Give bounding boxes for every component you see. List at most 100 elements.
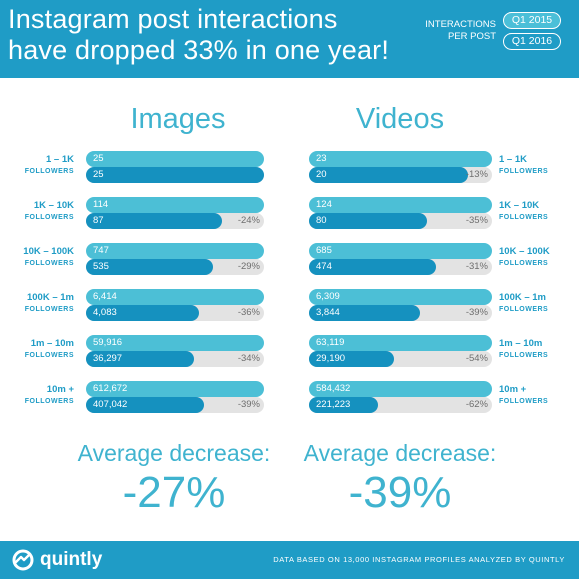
title-line-1: Instagram post interactions [8, 4, 338, 34]
videos-group-sub-0: FOLLOWERS [499, 168, 549, 175]
videos-value-q1-2016-2: 474 [316, 261, 332, 272]
images-group-label-1: 1K – 10K [33, 200, 74, 211]
images-group-label-2: 10K – 100K [23, 246, 74, 257]
images-change-4: -34% [237, 353, 260, 364]
images-bar-q1-2015-2 [86, 243, 264, 259]
images-group-sub-5: FOLLOWERS [24, 398, 74, 405]
images-bar-q1-2016-4 [86, 351, 194, 367]
page-title: Instagram post interactions have dropped… [8, 4, 389, 66]
legend-caption-line-2: PER POST [447, 31, 496, 42]
videos-change-4: -54% [465, 353, 488, 364]
videos-change-2: -31% [465, 261, 488, 272]
videos-group-sub-4: FOLLOWERS [499, 352, 549, 359]
quintly-logo-icon [12, 549, 34, 571]
images-bar-q1-2016-2 [86, 259, 213, 275]
videos-value-q1-2015-3: 6,309 [316, 291, 340, 302]
videos-value-q1-2015-5: 584,432 [316, 383, 351, 394]
images-group-sub-4: FOLLOWERS [24, 352, 74, 359]
images-value-q1-2016-4: 36,297 [93, 353, 123, 364]
images-bar-q1-2016-5 [86, 397, 204, 413]
images-value-q1-2015-2: 747 [93, 245, 109, 256]
images-value-q1-2016-0: 25 [93, 169, 104, 180]
videos-value-q1-2016-5: 221,223 [316, 399, 351, 410]
videos-value-q1-2015-0: 23 [316, 153, 327, 164]
videos-group-sub-1: FOLLOWERS [499, 214, 549, 221]
images-group-label-0: 1 – 1K [46, 154, 74, 165]
videos-bar-q1-2015-2 [309, 243, 492, 259]
legend-caption: INTERACTIONS PER POST [420, 19, 496, 43]
videos-group-sub-2: FOLLOWERS [499, 260, 549, 267]
videos-change-5: -62% [465, 399, 488, 410]
videos-value-q1-2016-4: 29,190 [316, 353, 346, 364]
images-change-3: -36% [237, 307, 260, 318]
videos-bar-q1-2016-0 [309, 167, 468, 183]
videos-bar-q1-2016-4 [309, 351, 394, 367]
videos-bar-q1-2016-1 [309, 213, 427, 229]
quintly-logo-text: quintly [40, 549, 103, 570]
images-value-q1-2015-3: 6,414 [93, 291, 117, 302]
images-group-sub-1: FOLLOWERS [24, 214, 74, 221]
images-value-q1-2015-4: 59,916 [93, 337, 123, 348]
videos-bar-q1-2016-5 [309, 397, 378, 413]
videos-bar-q1-2015-3 [309, 289, 492, 305]
images-bar-q1-2016-3 [86, 305, 199, 321]
videos-bar-q1-2015-0 [309, 151, 492, 167]
images-value-q1-2016-5: 407,042 [93, 399, 128, 410]
images-change-5: -39% [237, 399, 260, 410]
videos-change-0: -13% [465, 169, 488, 180]
images-average-value: -27% [122, 468, 226, 517]
images-bar-q1-2016-1 [86, 213, 222, 229]
images-bar-q1-2015-3 [86, 289, 264, 305]
images-change-1: -24% [237, 215, 260, 226]
videos-bar-q1-2015-5 [309, 381, 492, 397]
images-value-q1-2016-1: 87 [93, 215, 104, 226]
videos-change-1: -35% [465, 215, 488, 226]
videos-value-q1-2016-3: 3,844 [316, 307, 340, 318]
videos-column-title: Videos [355, 103, 445, 135]
images-group-sub-3: FOLLOWERS [24, 306, 74, 313]
title-line-2: have dropped 33% in one year! [8, 35, 390, 65]
images-value-q1-2015-0: 25 [93, 153, 104, 164]
videos-bar-q1-2015-4 [309, 335, 492, 351]
videos-value-q1-2015-1: 124 [316, 199, 332, 210]
images-value-q1-2016-2: 535 [93, 261, 109, 272]
images-bar-q1-2015-5 [86, 381, 264, 397]
images-group-label-5: 10m + [46, 384, 74, 395]
images-group-sub-0: FOLLOWERS [24, 168, 74, 175]
images-change-2: -29% [237, 261, 260, 272]
data-source-note: DATA BASED ON 13,000 INSTAGRAM PROFILES … [273, 555, 565, 564]
footer-bar: quintly DATA BASED ON 13,000 INSTAGRAM P… [0, 541, 579, 579]
images-value-q1-2016-3: 4,083 [93, 307, 117, 318]
images-average-label: Average decrease: [77, 440, 271, 466]
images-bar-q1-2016-0 [86, 167, 264, 183]
images-bar-q1-2015-4 [86, 335, 264, 351]
legend-item-q1-2015: Q1 2015 [503, 12, 561, 29]
videos-value-q1-2016-1: 80 [316, 215, 327, 226]
videos-value-q1-2015-2: 685 [316, 245, 332, 256]
videos-group-label-2: 10K – 100K [499, 246, 550, 257]
videos-average-label: Average decrease: [303, 440, 497, 466]
videos-bar-q1-2016-2 [309, 259, 436, 275]
videos-value-q1-2016-0: 20 [316, 169, 327, 180]
images-column-title: Images [130, 103, 226, 135]
header-banner: Instagram post interactions have dropped… [0, 0, 579, 78]
videos-group-sub-5: FOLLOWERS [499, 398, 549, 405]
legend-item-q1-2016: Q1 2016 [503, 33, 561, 50]
videos-value-q1-2015-4: 63,119 [316, 337, 345, 348]
videos-change-3: -39% [465, 307, 488, 318]
images-group-label-3: 100K – 1m [26, 292, 74, 303]
videos-average-value: -39% [348, 468, 452, 517]
legend-caption-line-1: INTERACTIONS [425, 19, 496, 30]
videos-group-label-0: 1 – 1K [499, 154, 527, 165]
images-value-q1-2015-5: 612,672 [93, 383, 128, 394]
images-group-sub-2: FOLLOWERS [24, 260, 74, 267]
images-bar-q1-2015-0 [86, 151, 264, 167]
videos-group-label-4: 1m – 10m [499, 338, 543, 349]
videos-group-label-1: 1K – 10K [499, 200, 540, 211]
videos-group-sub-3: FOLLOWERS [499, 306, 549, 313]
images-group-label-4: 1m – 10m [30, 338, 74, 349]
videos-bar-q1-2016-3 [309, 305, 420, 321]
images-bar-q1-2015-1 [86, 197, 264, 213]
videos-bar-q1-2015-1 [309, 197, 492, 213]
quintly-logo: quintly [12, 549, 102, 571]
